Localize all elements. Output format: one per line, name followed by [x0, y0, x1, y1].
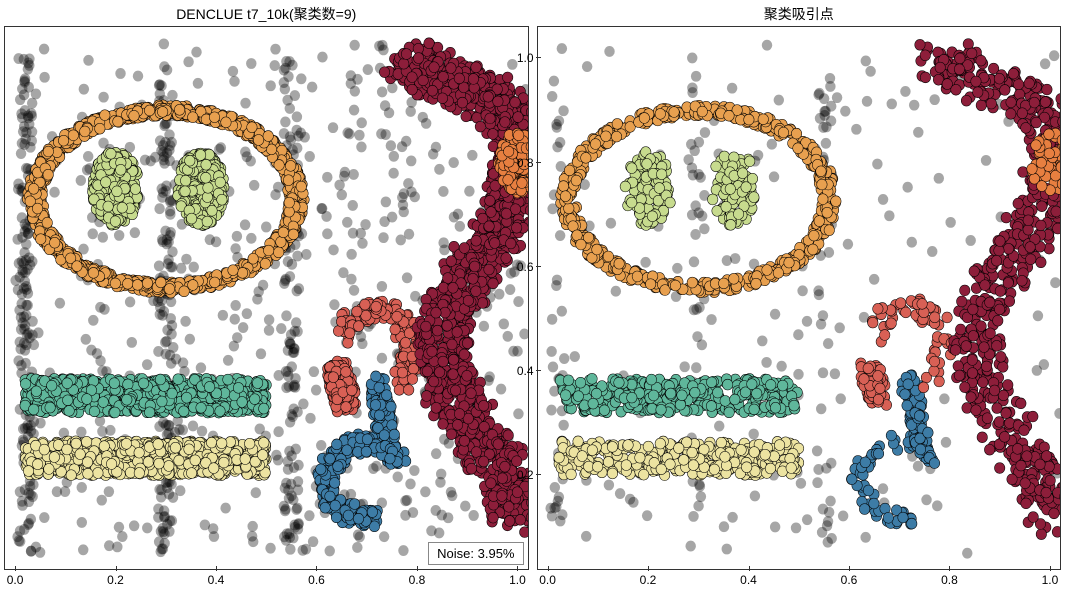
- left-plot: 0.00.20.40.60.81.0 Noise: 3.95%: [4, 26, 529, 570]
- x-tick: 1.0: [509, 573, 526, 587]
- left-x-axis: 0.0 0.2 0.4 0.6 0.8 1.0: [5, 571, 528, 591]
- left-panel: DENCLUE t7_10k(聚类数=9) 0.00.20.40.60.81.0…: [0, 0, 533, 600]
- left-title: DENCLUE t7_10k(聚类数=9): [0, 0, 533, 26]
- right-x-axis: 0.0 0.2 0.4 0.6 0.8 1.0: [538, 571, 1061, 591]
- x-tick: 0.6: [308, 573, 325, 587]
- x-tick: 0.6: [841, 573, 858, 587]
- x-tick: 0.2: [107, 573, 124, 587]
- right-svg: [538, 27, 1061, 569]
- y-tick: 0.6: [517, 260, 534, 274]
- left-svg: [5, 27, 528, 569]
- right-title: 聚类吸引点: [533, 0, 1065, 26]
- x-tick: 0.4: [740, 573, 757, 587]
- y-tick: 0.8: [517, 156, 534, 170]
- x-tick: 0.0: [539, 573, 556, 587]
- x-tick: 0.8: [941, 573, 958, 587]
- right-y-axis: 0.2 0.4 0.6 0.8 1.0: [500, 27, 536, 569]
- right-plot: 0.00.20.40.60.81.0 0.20.40.60.81.0: [537, 26, 1062, 570]
- right-panel: 聚类吸引点 0.00.20.40.60.81.0 0.20.40.60.81.0: [533, 0, 1065, 600]
- y-tick: 1.0: [517, 51, 534, 65]
- x-tick: 0.0: [7, 573, 24, 587]
- y-tick: 0.2: [517, 468, 534, 482]
- x-tick: 0.2: [640, 573, 657, 587]
- y-tick: 0.4: [517, 364, 534, 378]
- x-tick: 1.0: [1042, 573, 1059, 587]
- x-tick: 0.8: [409, 573, 426, 587]
- x-tick: 0.4: [208, 573, 225, 587]
